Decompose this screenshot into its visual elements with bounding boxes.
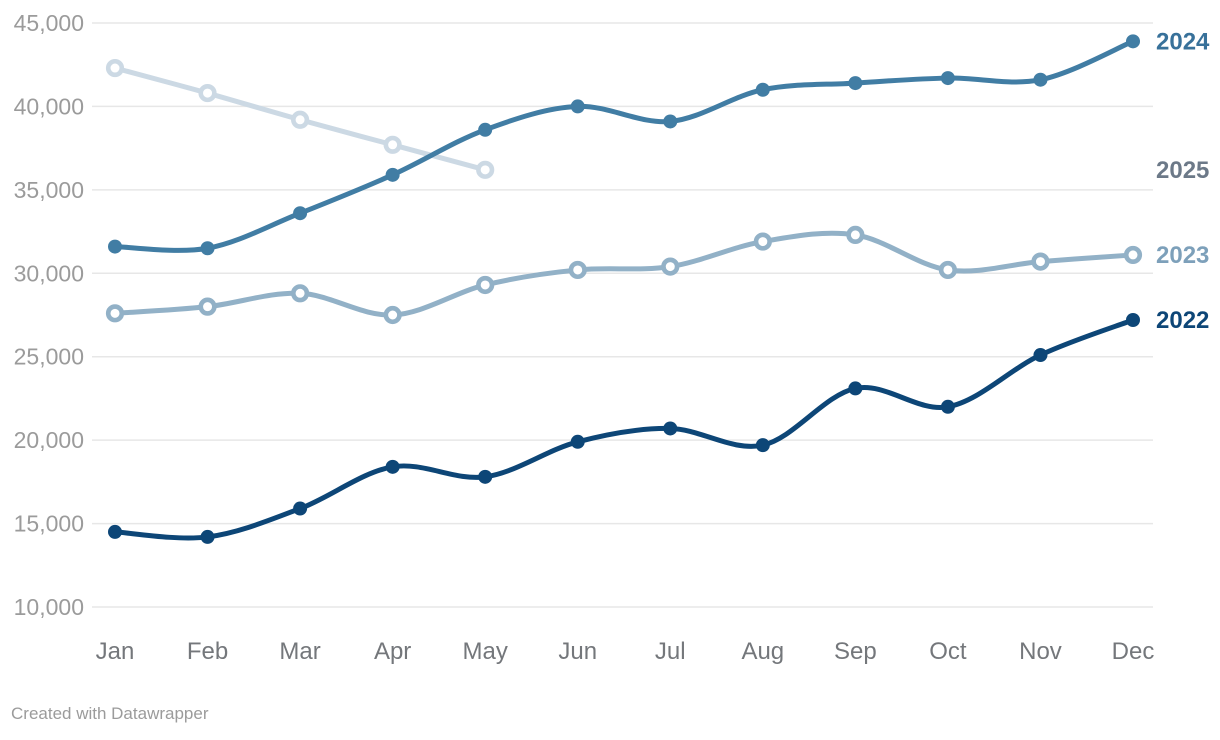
y-tick-label: 15,000 — [14, 511, 84, 537]
data-point-2023-Jul — [661, 257, 680, 276]
data-point-2023-Nov — [1031, 252, 1050, 271]
data-point-2023-Dec — [1123, 245, 1143, 265]
data-point-2024-Jun — [570, 99, 585, 114]
series-line-2024 — [112, 38, 1136, 253]
x-tick-label: Aug — [741, 638, 784, 665]
data-point-2022-Jul — [663, 421, 678, 436]
series-label-2025: 2025 — [1156, 157, 1209, 184]
y-tick-label: 40,000 — [14, 93, 84, 119]
data-point-2023-Oct — [938, 260, 958, 280]
x-tick-label: May — [463, 638, 508, 665]
data-point-2022-Nov — [1033, 348, 1048, 363]
series-line-2022 — [112, 317, 1136, 541]
data-point-2022-Aug — [755, 438, 770, 453]
data-point-2022-Jan — [108, 524, 122, 539]
data-point-2025-Feb — [198, 83, 217, 103]
data-point-2023-Jan — [105, 304, 125, 323]
y-tick-label: 30,000 — [14, 260, 84, 286]
data-point-2024-Mar — [293, 206, 308, 221]
data-point-2024-Aug — [755, 82, 770, 97]
data-point-2022-Sep — [848, 381, 863, 396]
x-tick-label: Jun — [558, 638, 597, 665]
y-tick-label: 20,000 — [14, 427, 84, 453]
x-tick-label: Jul — [655, 638, 686, 665]
x-tick-label: Nov — [1019, 638, 1062, 665]
data-point-2024-May — [478, 122, 493, 137]
x-tick-label: Dec — [1112, 638, 1155, 665]
data-point-2022-Apr — [385, 459, 400, 474]
data-point-2025-May — [476, 160, 495, 179]
data-point-2023-Aug — [753, 232, 772, 251]
data-point-2024-Dec — [1126, 34, 1140, 49]
datawrapper-credit: Created with Datawrapper — [11, 704, 209, 723]
data-point-2022-Feb — [200, 529, 215, 544]
data-point-2023-Jun — [568, 260, 587, 280]
data-point-2024-Jan — [108, 239, 122, 254]
x-tick-label: Oct — [929, 638, 967, 665]
data-point-2023-Apr — [383, 305, 402, 325]
x-tick-label: Jan — [96, 638, 135, 665]
series-line-2023 — [112, 230, 1136, 318]
data-point-2023-Mar — [290, 284, 310, 303]
series-label-2023: 2023 — [1156, 242, 1209, 269]
series-label-2022: 2022 — [1156, 307, 1209, 334]
y-tick-label: 10,000 — [14, 594, 84, 620]
y-tick-label: 35,000 — [14, 177, 84, 203]
x-tick-label: Apr — [374, 638, 411, 665]
data-point-2024-Apr — [385, 167, 400, 182]
data-point-2025-Mar — [290, 110, 310, 129]
data-point-2022-Jun — [570, 434, 585, 449]
data-point-2023-Feb — [198, 297, 217, 316]
data-point-2025-Apr — [383, 135, 402, 154]
data-point-2024-Jul — [663, 114, 678, 129]
x-tick-label: Feb — [187, 638, 228, 665]
data-point-2022-Dec — [1126, 313, 1140, 328]
x-tick-label: Sep — [834, 638, 877, 665]
data-point-2024-Nov — [1033, 72, 1048, 87]
data-point-2024-Feb — [200, 241, 215, 256]
data-point-2024-Sep — [848, 76, 863, 91]
data-point-2024-Oct — [940, 71, 955, 86]
data-point-2022-Oct — [940, 399, 955, 414]
data-point-2023-Sep — [846, 225, 865, 245]
data-point-2025-Jan — [105, 58, 125, 78]
data-point-2022-Mar — [293, 501, 308, 516]
series-label-2024: 2024 — [1156, 28, 1210, 55]
data-point-2023-May — [476, 275, 495, 295]
x-tick-label: Mar — [279, 638, 320, 665]
y-tick-label: 45,000 — [14, 10, 84, 36]
y-tick-label: 25,000 — [14, 344, 84, 370]
data-point-2022-May — [478, 469, 493, 484]
